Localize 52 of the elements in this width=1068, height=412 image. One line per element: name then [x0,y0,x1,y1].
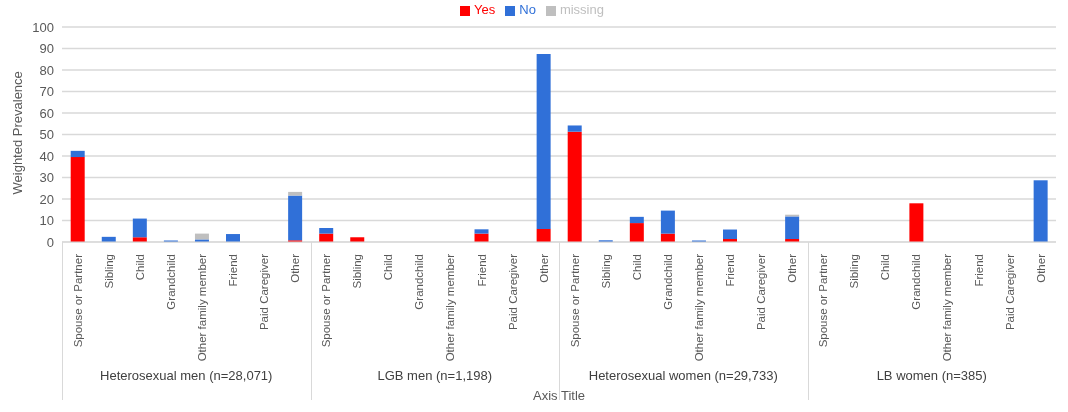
y-tick-label: 90 [39,41,54,57]
y-axis-title: Weighted Prevalence [9,71,25,195]
legend-label: No [519,2,536,17]
x-tick-label: Paid Caregiver [1003,253,1016,331]
x-tick-label: Friend [724,254,737,287]
x-tick-label: Spouse or Partner [320,253,333,348]
y-tick-label: 60 [39,105,54,121]
x-tick-label: Friend [972,254,985,287]
x-tick-label: Sibling [351,254,364,289]
y-tick-label: 30 [39,170,54,186]
x-axis-title: Axis Title [532,388,586,403]
x-tick-label: Friend [227,254,240,287]
x-tick-label: Paid Caregiver [755,253,768,331]
legend-label: missing [559,2,604,17]
x-tick-label: Other [1034,253,1047,283]
y-tick-label: 80 [39,62,54,78]
y-tick-label: 70 [39,84,54,100]
x-tick-label: Friend [475,254,488,287]
y-tick-label: 20 [39,191,54,207]
x-tick-label: Other family member [692,253,705,362]
text: LGB men (n=1,198) [376,368,493,383]
y-tick-label: 10 [39,213,54,229]
x-tick-label: Spouse or Partner [71,253,84,348]
x-tick-label: Child [630,254,643,281]
y-tick-label: 40 [39,148,54,164]
x-tick-label: Sibling [102,254,115,289]
x-tick-label: Spouse or Partner [568,253,581,348]
y-tick-label: 50 [39,127,54,143]
x-tick-label: Other family member [444,253,457,362]
x-tick-label: Child [879,254,892,281]
legend-label: Yes [474,2,496,17]
x-tick-label: Paid Caregiver [506,253,519,331]
x-tick-label: Other [289,253,302,283]
x-tick-label: Grandchild [164,254,177,310]
text: Heterosexual men (n=28,071) [99,368,274,383]
x-tick-label: Other [537,253,550,283]
x-tick-label: Child [133,254,146,281]
y-tick-label: 100 [32,19,54,35]
x-tick-label: Grandchild [413,254,426,310]
text: LB women (n=385) [875,368,988,383]
x-tick-label: Other family member [195,253,208,362]
text: Heterosexual women (n=29,733) [587,368,779,383]
x-tick-label: Child [382,254,395,281]
x-tick-label: Grandchild [910,254,923,310]
x-tick-label: Sibling [599,254,612,289]
x-tick-label: Paid Caregiver [258,253,271,331]
x-tick-label: Other family member [941,253,954,362]
x-tick-label: Sibling [848,254,861,289]
x-tick-label: Grandchild [661,254,674,310]
x-tick-label: Spouse or Partner [817,253,830,348]
x-tick-label: Other [786,253,799,283]
y-tick-label: 0 [46,234,54,250]
